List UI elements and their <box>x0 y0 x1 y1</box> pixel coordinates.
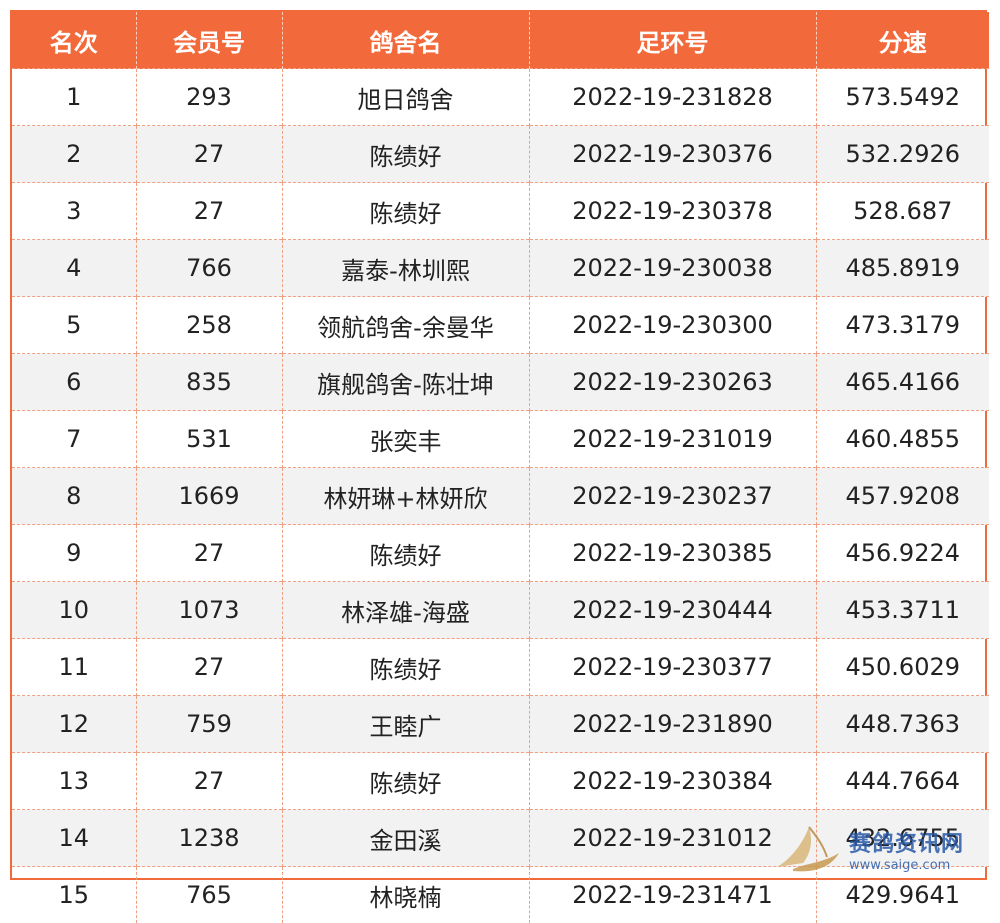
table-cell: 11 <box>12 639 136 696</box>
table-cell: 465.4166 <box>816 354 989 411</box>
column-header: 足环号 <box>529 12 816 69</box>
table-header-row: 名次会员号鸽舍名足环号分速 <box>12 12 989 69</box>
table-cell: 旗舰鸽舍-陈壮坤 <box>282 354 529 411</box>
table-cell: 766 <box>136 240 282 297</box>
table-cell: 1669 <box>136 468 282 525</box>
table-cell: 旭日鸽舍 <box>282 69 529 126</box>
table-cell: 10 <box>12 582 136 639</box>
table-cell: 2022-19-230377 <box>529 639 816 696</box>
table-cell: 532.2926 <box>816 126 989 183</box>
table-cell: 5 <box>12 297 136 354</box>
table-cell: 2022-19-231019 <box>529 411 816 468</box>
table-cell: 1073 <box>136 582 282 639</box>
table-cell: 林泽雄-海盛 <box>282 582 529 639</box>
table-cell: 领航鸽舍-余曼华 <box>282 297 529 354</box>
table-cell: 张奕丰 <box>282 411 529 468</box>
table-cell: 432.6755 <box>816 810 989 867</box>
table-cell: 2022-19-231828 <box>529 69 816 126</box>
table-cell: 27 <box>136 525 282 582</box>
table-cell: 759 <box>136 696 282 753</box>
table-cell: 2022-19-230300 <box>529 297 816 354</box>
table-cell: 448.7363 <box>816 696 989 753</box>
table-cell: 460.4855 <box>816 411 989 468</box>
table-cell: 13 <box>12 753 136 810</box>
table-cell: 2022-19-231471 <box>529 867 816 923</box>
table-cell: 765 <box>136 867 282 923</box>
table-cell: 2022-19-230038 <box>529 240 816 297</box>
table-cell: 3 <box>12 183 136 240</box>
table-cell: 金田溪 <box>282 810 529 867</box>
column-header: 分速 <box>816 12 989 69</box>
table-cell: 8 <box>12 468 136 525</box>
table-cell: 473.3179 <box>816 297 989 354</box>
table-cell: 12 <box>12 696 136 753</box>
table-cell: 2022-19-230385 <box>529 525 816 582</box>
table-cell: 9 <box>12 525 136 582</box>
table-cell: 2022-19-230378 <box>529 183 816 240</box>
table-cell: 450.6029 <box>816 639 989 696</box>
table-cell: 2022-19-231012 <box>529 810 816 867</box>
table-cell: 7 <box>12 411 136 468</box>
table-cell: 429.9641 <box>816 867 989 923</box>
table-cell: 485.8919 <box>816 240 989 297</box>
table-cell: 林妍琳+林妍欣 <box>282 468 529 525</box>
table-cell: 27 <box>136 183 282 240</box>
table-cell: 陈绩好 <box>282 126 529 183</box>
table-cell: 528.687 <box>816 183 989 240</box>
table-cell: 444.7664 <box>816 753 989 810</box>
table-cell: 293 <box>136 69 282 126</box>
column-header: 会员号 <box>136 12 282 69</box>
table-cell: 1 <box>12 69 136 126</box>
table-cell: 15 <box>12 867 136 923</box>
table-cell: 457.9208 <box>816 468 989 525</box>
table-cell: 2022-19-230263 <box>529 354 816 411</box>
table-cell: 陈绩好 <box>282 183 529 240</box>
table-cell: 2022-19-230444 <box>529 582 816 639</box>
table-cell: 2022-19-230376 <box>529 126 816 183</box>
table-cell: 4 <box>12 240 136 297</box>
table-cell: 531 <box>136 411 282 468</box>
table-cell: 14 <box>12 810 136 867</box>
table-cell: 2022-19-230237 <box>529 468 816 525</box>
table-cell: 27 <box>136 126 282 183</box>
table-cell: 456.9224 <box>816 525 989 582</box>
table-cell: 27 <box>136 753 282 810</box>
table-cell: 嘉泰-林圳熙 <box>282 240 529 297</box>
table-cell: 27 <box>136 639 282 696</box>
table-cell: 1238 <box>136 810 282 867</box>
table-cell: 573.5492 <box>816 69 989 126</box>
table-cell: 陈绩好 <box>282 525 529 582</box>
table-cell: 陈绩好 <box>282 753 529 810</box>
column-header: 鸽舍名 <box>282 12 529 69</box>
table-cell: 453.3711 <box>816 582 989 639</box>
table-cell: 王睦广 <box>282 696 529 753</box>
table-cell: 835 <box>136 354 282 411</box>
table-cell: 2022-19-230384 <box>529 753 816 810</box>
table-cell: 陈绩好 <box>282 639 529 696</box>
column-header: 名次 <box>12 12 136 69</box>
table-cell: 6 <box>12 354 136 411</box>
table-cell: 2022-19-231890 <box>529 696 816 753</box>
table-cell: 258 <box>136 297 282 354</box>
table-cell: 2 <box>12 126 136 183</box>
table-cell: 林晓楠 <box>282 867 529 923</box>
